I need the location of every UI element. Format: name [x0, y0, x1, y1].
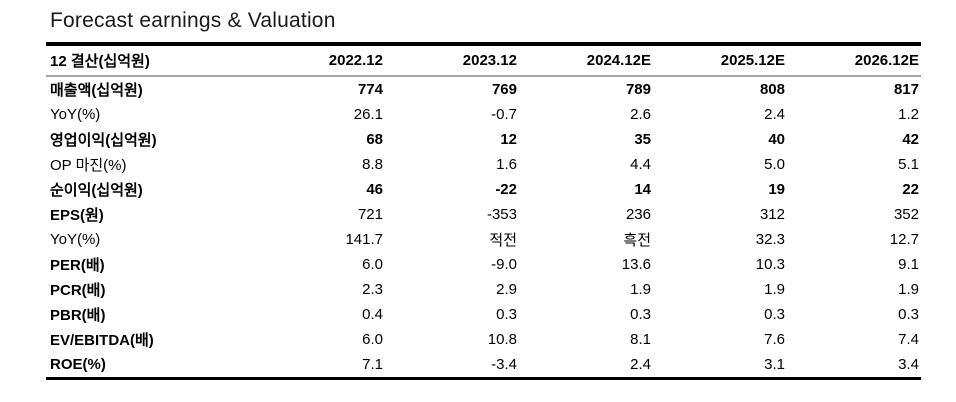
cell-value: 22 [902, 181, 919, 198]
cell-value: 1.6 [496, 156, 517, 173]
table-row: 매출액(십억원) 774 769 789 808 817 [46, 76, 921, 102]
table-row: OP 마진(%) 8.8 1.6 4.4 5.0 5.1 [46, 152, 921, 177]
row-label: 영업이익(십억원) [50, 132, 157, 149]
cell-value: 789 [625, 81, 651, 98]
cell-value: 0.3 [496, 306, 517, 323]
row-label: PBR(배) [50, 307, 106, 324]
cell-value: 312 [759, 206, 785, 223]
cell-value: 68 [366, 131, 383, 148]
table-row: PCR(배) 2.3 2.9 1.9 1.9 1.9 [46, 277, 921, 302]
cell-value: 7.1 [251, 352, 385, 380]
cell-value: 2.3 [362, 281, 383, 298]
cell-value: 5.1 [898, 156, 919, 173]
cell-value: 808 [759, 81, 785, 98]
cell-value: 10.3 [755, 256, 785, 273]
row-label: ROE(%) [46, 352, 251, 380]
table-row: YoY(%) 141.7 적전 흑전 32.3 12.7 [46, 227, 921, 252]
row-label: EPS(원) [50, 207, 104, 224]
table-row: EV/EBITDA(배) 6.0 10.8 8.1 7.6 7.4 [46, 327, 921, 352]
table-body: 매출액(십억원) 774 769 789 808 817 YoY(%) 26.1 -0.7 2.6… [46, 76, 921, 380]
row-label: 매출액(십억원) [50, 82, 143, 99]
row-label: YoY(%) [50, 231, 101, 248]
cell-value: 1.9 [630, 281, 651, 298]
header-period-column: 2024.12E [519, 44, 653, 77]
cell-value: -3.4 [385, 352, 519, 380]
cell-value: 352 [893, 206, 919, 223]
cell-value: 9.1 [898, 256, 919, 273]
cell-value: 0.3 [898, 306, 919, 323]
cell-value: 7.4 [898, 331, 919, 348]
cell-value: 35 [634, 131, 651, 148]
cell-value: 32.3 [755, 231, 785, 248]
cell-value: 적전 [489, 232, 517, 249]
cell-value: 0.3 [630, 306, 651, 323]
cell-value: 1.9 [898, 281, 919, 298]
cell-value: 2.4 [764, 106, 785, 123]
header-metric-column: 12 결산(십억원) [46, 44, 251, 77]
header-period-column: 2022.12 [251, 44, 385, 77]
cell-value: 8.1 [630, 331, 651, 348]
cell-value: 19 [768, 181, 785, 198]
cell-value: -0.7 [491, 106, 517, 123]
cell-value: 817 [893, 81, 919, 98]
table-row: PER(배) 6.0 -9.0 13.6 10.3 9.1 [46, 252, 921, 277]
cell-value: 774 [357, 81, 383, 98]
cell-value: 2.4 [519, 352, 653, 380]
table-row: YoY(%) 26.1 -0.7 2.6 2.4 1.2 [46, 102, 921, 127]
table-row: ROE(%) 7.1 -3.4 2.4 3.1 3.4 [46, 352, 921, 380]
page-title: Forecast earnings & Valuation [50, 9, 336, 32]
cell-value: 0.3 [764, 306, 785, 323]
row-label: YoY(%) [50, 106, 101, 123]
row-label: 순이익(십억원) [50, 182, 143, 199]
cell-value: -22 [495, 181, 517, 198]
row-label: PCR(배) [50, 282, 106, 299]
cell-value: 1.2 [898, 106, 919, 123]
cell-value: 3.4 [787, 352, 921, 380]
cell-value: 6.0 [362, 256, 383, 273]
cell-value: 46 [366, 181, 383, 198]
cell-value: 5.0 [764, 156, 785, 173]
cell-value: 12 [500, 131, 517, 148]
header-period-column: 2025.12E [653, 44, 787, 77]
row-label: OP 마진(%) [50, 157, 127, 174]
cell-value: 10.8 [487, 331, 517, 348]
cell-value: 3.1 [653, 352, 787, 380]
forecast-valuation-table: 12 결산(십억원) 2022.12 2023.12 2024.12E 2025.12E… [46, 42, 921, 380]
cell-value: 8.8 [362, 156, 383, 173]
cell-value: -9.0 [491, 256, 517, 273]
cell-value: 2.9 [496, 281, 517, 298]
cell-value: 13.6 [621, 256, 651, 273]
row-label: EV/EBITDA(배) [50, 332, 154, 349]
cell-value: 721 [357, 206, 383, 223]
cell-value: 26.1 [353, 106, 383, 123]
header-period-column: 2026.12E [787, 44, 921, 77]
cell-value: 1.9 [764, 281, 785, 298]
cell-value: -353 [486, 206, 517, 223]
cell-value: 141.7 [345, 231, 383, 248]
cell-value: 7.6 [764, 331, 785, 348]
table-header-row: 12 결산(십억원) 2022.12 2023.12 2024.12E 2025.12E… [46, 44, 921, 77]
cell-value: 2.6 [630, 106, 651, 123]
row-label: PER(배) [50, 257, 105, 274]
cell-value: 40 [768, 131, 785, 148]
cell-value: 42 [902, 131, 919, 148]
table-row: 순이익(십억원) 46 -22 14 19 22 [46, 177, 921, 202]
cell-value: 12.7 [889, 231, 919, 248]
table-row: PBR(배) 0.4 0.3 0.3 0.3 0.3 [46, 302, 921, 327]
table-row: EPS(원) 721 -353 236 312 352 [46, 202, 921, 227]
cell-value: 4.4 [630, 156, 651, 173]
cell-value: 흑전 [623, 232, 651, 249]
cell-value: 14 [634, 181, 651, 198]
cell-value: 236 [625, 206, 651, 223]
cell-value: 6.0 [362, 331, 383, 348]
cell-value: 769 [491, 81, 517, 98]
cell-value: 0.4 [362, 306, 383, 323]
header-period-column: 2023.12 [385, 44, 519, 77]
table-row: 영업이익(십억원) 68 12 35 40 42 [46, 127, 921, 152]
